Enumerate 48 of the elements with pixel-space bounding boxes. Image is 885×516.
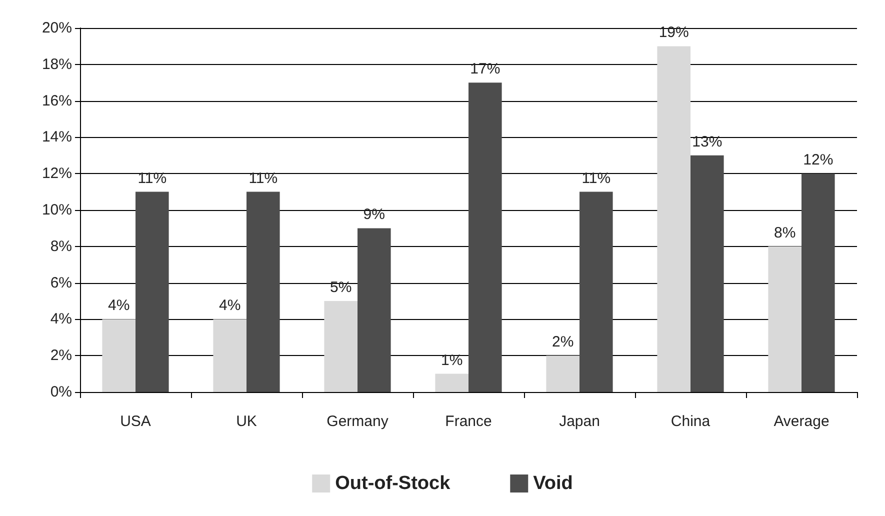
data-label: 13% (692, 133, 722, 150)
x-tick-label: China (670, 413, 711, 430)
y-tick-label: 4% (50, 310, 72, 328)
y-tick-label: 8% (50, 238, 72, 255)
x-tick-label: France (445, 413, 492, 430)
x-tick-label: USA (120, 413, 151, 430)
data-label: 4% (108, 297, 130, 314)
bar (768, 246, 802, 392)
x-tick-label: Average (774, 413, 830, 430)
y-tick-label: 2% (50, 347, 72, 364)
x-tick-label: UK (236, 413, 257, 430)
data-label: 12% (803, 152, 834, 169)
y-tick-label: 0% (50, 384, 72, 400)
data-label: 11% (138, 170, 167, 187)
bar (580, 192, 613, 392)
y-tick-label: 20% (42, 20, 72, 36)
data-label: 5% (330, 279, 352, 296)
bar (358, 228, 391, 392)
bar (468, 82, 502, 392)
bar (657, 46, 690, 392)
data-label: 1% (441, 352, 463, 369)
y-tick-label: 14% (42, 128, 72, 146)
y-tick-label: 16% (42, 92, 72, 110)
x-tick-label: Germany (326, 413, 389, 430)
data-label: 11% (248, 170, 278, 187)
bar (546, 356, 580, 392)
legend-label: Out-of-Stock (335, 473, 451, 494)
y-tick-label: 12% (42, 165, 72, 182)
y-tick-label: 18% (42, 56, 72, 73)
data-label: 9% (363, 206, 385, 224)
data-label: 17% (470, 60, 500, 78)
bar (802, 174, 835, 392)
bar (435, 374, 468, 392)
bar (324, 301, 358, 392)
y-tick-label: 10% (42, 202, 72, 218)
data-label: 4% (219, 297, 241, 314)
bar (690, 155, 724, 392)
y-tick-label: 6% (50, 274, 72, 292)
bar (136, 192, 169, 392)
legend-label: Void (533, 473, 573, 494)
bar (213, 319, 246, 392)
bar (102, 319, 136, 392)
x-tick-label: Japan (559, 413, 600, 430)
data-label: 19% (658, 24, 689, 42)
data-label: 8% (774, 224, 796, 242)
data-label: 11% (582, 170, 611, 187)
data-label: 2% (552, 334, 574, 351)
bar (246, 192, 280, 392)
